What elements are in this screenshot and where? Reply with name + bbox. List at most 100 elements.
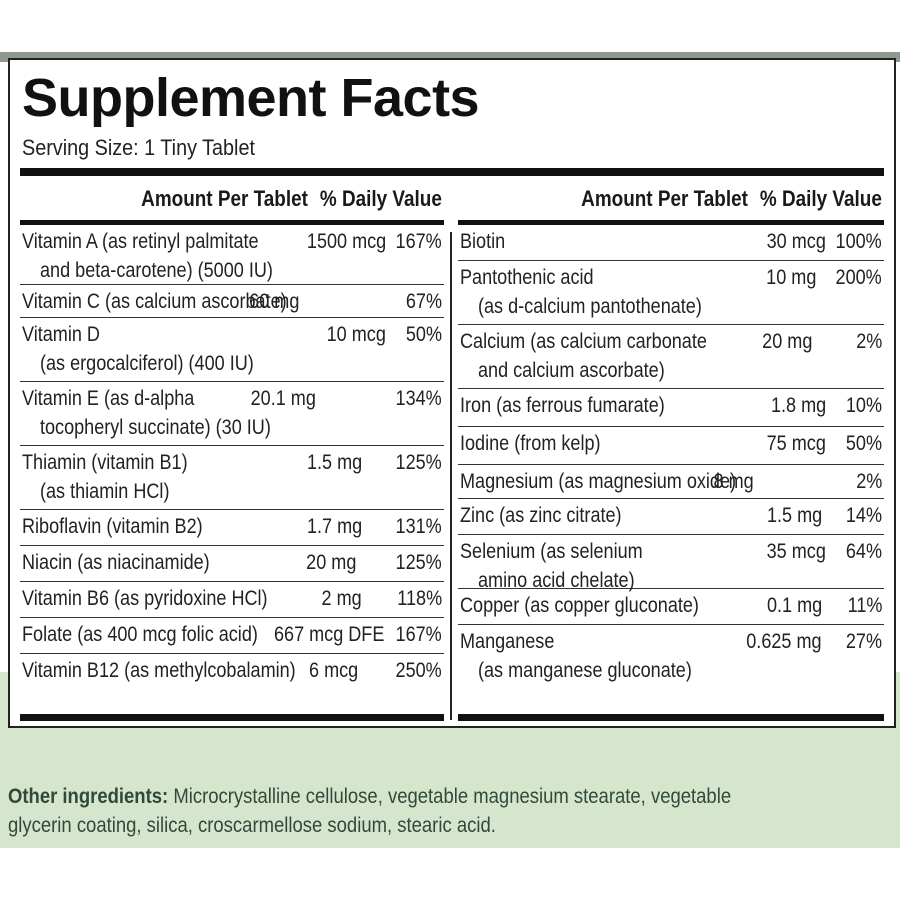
nutrient-amount: 667 mcg DFE <box>273 623 384 646</box>
nutrient-amount: 35 mcg <box>766 540 826 563</box>
nutrient-row: Copper (as copper gluconate) 0.1 mg 11% <box>458 589 884 625</box>
right-bottom-rule <box>458 714 884 721</box>
nutrient-daily-value: 250% <box>395 659 442 682</box>
nutrient-amount: 1.7 mg <box>306 515 362 538</box>
other-ingredients: Other ingredients: Microcrystalline cell… <box>8 782 782 840</box>
nutrient-row: Vitamin B6 (as pyridoxine HCl) 2 mg 118% <box>20 582 444 618</box>
nutrient-amount: 1.5 mg <box>766 504 822 527</box>
nutrient-name: Vitamin B12 (as methylcobalamin) <box>22 659 296 682</box>
nutrient-daily-value: 2% <box>855 330 882 353</box>
nutrient-name-continued: (as thiamin HCl) <box>40 480 170 503</box>
nutrient-daily-value: 134% <box>395 387 442 410</box>
right-column-header: Amount Per Tablet % Daily Value <box>458 176 884 220</box>
nutrient-name: Iron (as ferrous fumarate) <box>460 394 665 417</box>
nutrient-daily-value: 118% <box>397 587 442 610</box>
label-title: Supplement Facts <box>22 68 480 128</box>
nutrient-name: Biotin <box>460 230 506 253</box>
nutrient-daily-value: 50% <box>845 432 882 455</box>
nutrient-row: Vitamin B12 (as methylcobalamin) 6 mcg 250… <box>20 654 444 690</box>
nutrient-daily-value: 100% <box>835 230 882 253</box>
column-header-rule <box>458 220 884 225</box>
nutrient-name-continued: amino acid chelate) <box>478 569 635 592</box>
nutrient-name: Manganese <box>460 630 555 653</box>
nutrient-row: Biotin 30 mcg 100% <box>458 225 884 261</box>
nutrient-name: Vitamin E (as d-alpha <box>22 387 195 410</box>
header-daily-value: % Daily Value <box>320 186 442 211</box>
right-nutrient-column: Amount Per Tablet % Daily Value Biotin 30… <box>458 176 884 687</box>
nutrient-name: Vitamin A (as retinyl palmitate <box>22 230 259 253</box>
nutrient-name-continued: (as ergocalciferol) (400 IU) <box>40 352 254 375</box>
nutrient-daily-value: 14% <box>845 504 882 527</box>
nutrient-name: Magnesium (as magnesium oxide) <box>460 470 737 493</box>
nutrient-amount: 2 mg <box>321 587 362 610</box>
nutrient-name: Iodine (from kelp) <box>460 432 601 455</box>
nutrient-daily-value: 125% <box>395 551 442 574</box>
other-ingredients-text: Microcrystalline cellulose, vegetable ma… <box>8 785 732 837</box>
nutrient-name: Zinc (as zinc citrate) <box>460 504 622 527</box>
top-accent-bar <box>0 52 900 62</box>
nutrient-daily-value: 167% <box>395 623 442 646</box>
nutrient-daily-value: 131% <box>395 515 442 538</box>
nutrient-name-continued: (as d-calcium pantothenate) <box>478 295 702 318</box>
nutrient-row: Niacin (as niacinamide) 20 mg 125% <box>20 546 444 582</box>
nutrient-row: Zinc (as zinc citrate) 1.5 mg 14% <box>458 499 884 535</box>
header-amount-per-tablet: Amount Per Tablet <box>581 186 748 211</box>
nutrient-row: Selenium (as selenium amino acid chelate)… <box>458 535 884 592</box>
nutrient-row: Iodine (from kelp) 75 mcg 50% <box>458 427 884 465</box>
column-header-rule <box>20 220 444 225</box>
nutrient-daily-value: 67% <box>405 290 442 313</box>
nutrient-amount: 0.1 mg <box>766 594 822 617</box>
nutrient-row: Folate (as 400 mcg folic acid) 667 mcg DF… <box>20 618 444 654</box>
nutrient-name: Vitamin D <box>22 323 100 346</box>
nutrient-amount: 1.8 mg <box>770 394 826 417</box>
nutrient-amount: 75 mcg <box>766 432 826 455</box>
nutrient-name-continued: and beta-carotene) (5000 IU) <box>40 259 273 282</box>
nutrient-name-continued: (as manganese gluconate) <box>478 659 692 682</box>
left-nutrient-column: Amount Per Tablet % Daily Value Vitamin … <box>20 176 444 690</box>
left-bottom-rule <box>20 714 444 721</box>
nutrient-name: Thiamin (vitamin B1) <box>22 451 188 474</box>
nutrient-daily-value: 50% <box>405 323 442 346</box>
nutrient-daily-value: 167% <box>395 230 442 253</box>
nutrient-row: Vitamin A (as retinyl palmitate and beta-… <box>20 225 444 285</box>
nutrient-row: Calcium (as calcium carbonate and calcium… <box>458 325 884 389</box>
nutrient-amount: 20 mg <box>761 330 812 353</box>
nutrient-daily-value: 27% <box>845 630 882 653</box>
nutrient-row: Vitamin E (as d-alpha tocopheryl succinat… <box>20 382 444 446</box>
nutrient-row: Thiamin (vitamin B1) (as thiamin HCl) 1.5 … <box>20 446 444 510</box>
nutrient-amount: 6 mcg <box>308 659 358 682</box>
nutrient-name: Niacin (as niacinamide) <box>22 551 210 574</box>
left-nutrient-rows: Vitamin A (as retinyl palmitate and beta-… <box>20 225 444 690</box>
nutrient-amount: 1500 mcg <box>306 230 386 253</box>
nutrient-daily-value: 10% <box>845 394 882 417</box>
nutrient-amount: 1.5 mg <box>306 451 362 474</box>
nutrient-amount: 0.625 mg <box>746 630 822 653</box>
nutrient-name: Calcium (as calcium carbonate <box>460 330 707 353</box>
right-nutrient-rows: Biotin 30 mcg 100% Pantothenic acid (as d-ca… <box>458 225 884 687</box>
nutrient-name: Vitamin B6 (as pyridoxine HCl) <box>22 587 268 610</box>
nutrient-daily-value: 2% <box>855 470 882 493</box>
nutrient-amount: 60 mg <box>248 290 299 313</box>
nutrient-daily-value: 125% <box>395 451 442 474</box>
other-ingredients-label: Other ingredients: <box>8 785 169 808</box>
nutrient-amount: 10 mg <box>765 266 816 289</box>
nutrient-name: Riboflavin (vitamin B2) <box>22 515 203 538</box>
nutrient-amount: 30 mcg <box>766 230 826 253</box>
nutrient-name: Pantothenic acid <box>460 266 594 289</box>
nutrient-name-continued: tocopheryl succinate) (30 IU) <box>40 416 271 439</box>
nutrient-row: Iron (as ferrous fumarate) 1.8 mg 10% <box>458 389 884 427</box>
nutrient-amount: 8 mg <box>713 470 754 493</box>
supplement-facts-panel: Supplement Facts Serving Size: 1 Tiny Ta… <box>8 58 896 728</box>
nutrient-amount: 10 mcg <box>326 323 386 346</box>
nutrient-row: Vitamin C (as calcium ascorbate) 60 mg 67% <box>20 285 444 318</box>
nutrient-name: Copper (as copper gluconate) <box>460 594 699 617</box>
left-column-header: Amount Per Tablet % Daily Value <box>20 176 444 220</box>
nutrient-daily-value: 64% <box>845 540 882 563</box>
header-amount-per-tablet: Amount Per Tablet <box>141 186 308 211</box>
nutrient-row: Riboflavin (vitamin B2) 1.7 mg 131% <box>20 510 444 546</box>
nutrient-row: Manganese (as manganese gluconate) 0.625 m… <box>458 625 884 687</box>
nutrient-name: Folate (as 400 mcg folic acid) <box>22 623 258 646</box>
nutrient-name: Selenium (as selenium <box>460 540 643 563</box>
serving-size: Serving Size: 1 Tiny Tablet <box>22 135 255 160</box>
header-rule <box>20 168 884 176</box>
